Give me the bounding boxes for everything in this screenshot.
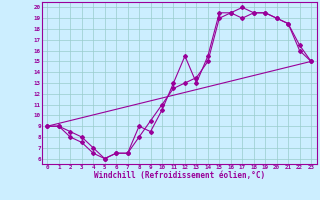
X-axis label: Windchill (Refroidissement éolien,°C): Windchill (Refroidissement éolien,°C) [94, 171, 265, 180]
